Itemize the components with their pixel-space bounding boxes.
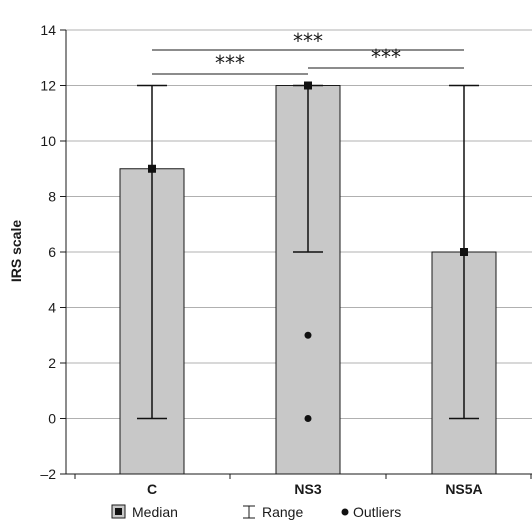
x-category-labels: C NS3 NS5A [147, 481, 483, 497]
y-tick-label: 10 [40, 133, 56, 149]
outlier-point [304, 415, 312, 422]
y-tick-label: 12 [40, 78, 56, 94]
median-square-inner [115, 508, 122, 515]
significance-label: *** [293, 29, 323, 53]
y-tick-label: 2 [48, 355, 56, 371]
x-category-label: C [147, 481, 157, 497]
legend-item-median: Median [111, 504, 178, 520]
median-marker [304, 81, 312, 90]
legend-item-range: Range [243, 504, 303, 520]
y-tick-label: 0 [48, 411, 56, 427]
x-category-label: NS5A [445, 481, 482, 497]
y-tick-label: 4 [48, 300, 56, 316]
legend-label-range: Range [262, 504, 303, 520]
legend-label-median: Median [132, 504, 178, 520]
legend-item-outliers: Outliers [341, 504, 401, 520]
median-markers [148, 81, 468, 256]
significance-label: *** [215, 51, 245, 75]
y-tick-label: 14 [40, 22, 56, 38]
outlier-dot-icon [341, 508, 349, 516]
legend: Median Range Outliers [111, 504, 401, 520]
significance-label: *** [371, 45, 401, 69]
significance-brackets: *** *** *** [152, 29, 464, 75]
y-tick-labels: –2 0 2 4 6 8 10 12 14 [40, 22, 56, 482]
y-axis-label: IRS scale [8, 220, 24, 282]
x-category-label: NS3 [294, 481, 321, 497]
outlier-point [304, 331, 312, 339]
outlier-points [304, 331, 312, 422]
y-tick-label: –2 [40, 466, 56, 482]
legend-label-outliers: Outliers [353, 504, 401, 520]
y-tick-label: 6 [48, 244, 56, 260]
median-marker [460, 248, 468, 256]
median-marker [148, 164, 156, 173]
axes [60, 29, 532, 479]
y-tick-label: 8 [48, 189, 56, 205]
